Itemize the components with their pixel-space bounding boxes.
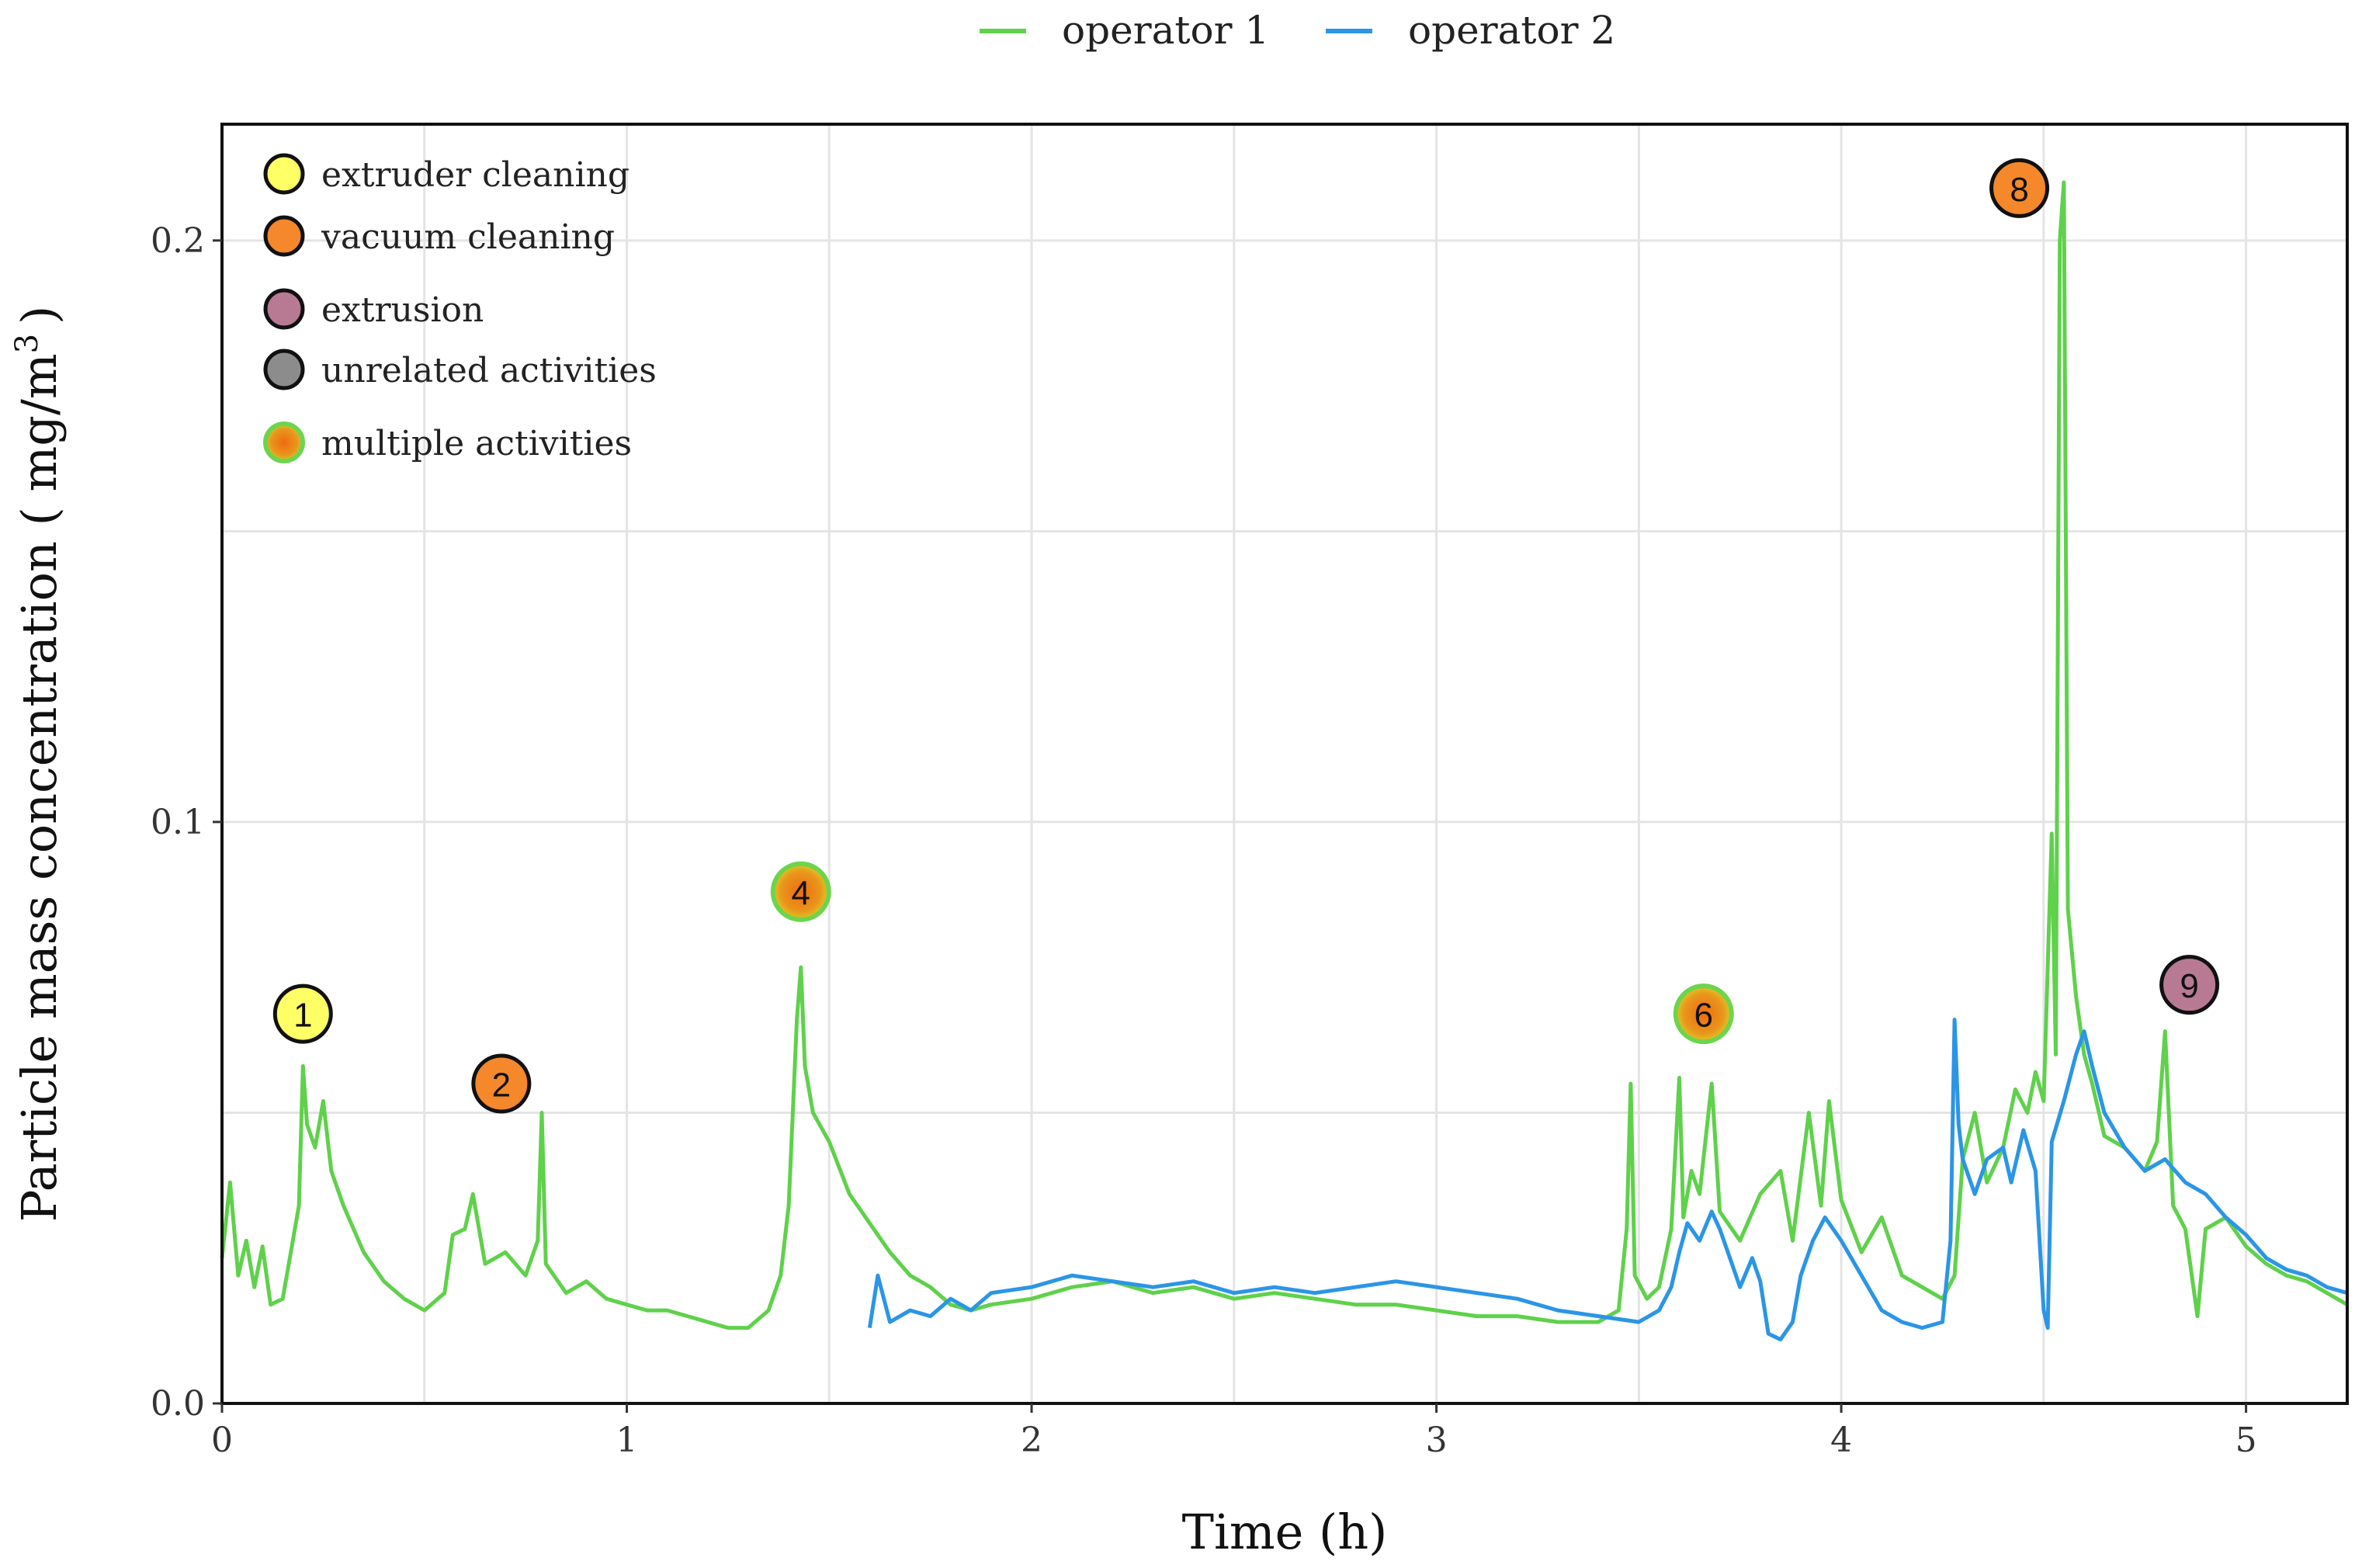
y-tick-label: 0.2 [151,221,205,261]
x-tick-label: 5 [2235,1421,2257,1460]
key-label-vacuum: vacuum cleaning [321,217,615,257]
series-line-operator-1 [220,180,2349,1330]
y-axis-ticks: 0.0 0.1 0.2 [151,221,222,1424]
series-line-operator-2 [867,1018,2348,1342]
y-axis-title: Particle mass concentration ( mg/m3) [9,306,68,1223]
plot-panel [222,124,2347,1403]
annotation-label-9: 9 [2180,967,2198,1005]
x-tick-label: 3 [1426,1421,1448,1460]
annotation-marker-8 [1989,158,2050,218]
annotation-marker-6 [1673,983,1734,1045]
key-marker-multiple [263,421,305,463]
y-tick-label: 0.0 [151,1384,205,1424]
series-layer [220,180,2349,1342]
key-marker-vacuum [263,215,305,257]
x-tick-label: 0 [211,1421,233,1460]
y-axis-title-superscript: 3 [9,334,45,353]
annotation-label-1: 1 [293,997,312,1035]
x-tick-label: 4 [1830,1421,1852,1460]
annotation-marker-1 [272,983,333,1044]
key-label-extrusion: extrusion [321,290,484,330]
annotation-marker-2 [471,1053,532,1114]
y-axis-title-end: ) [11,306,68,324]
annotations: 1 2 4 6 8 9 [272,158,2220,1114]
x-axis-title: Time (h) [1182,1504,1388,1560]
annotation-label-4: 4 [792,874,810,912]
y-axis-title-main: Particle mass concentration ( mg/m [11,353,68,1222]
annotation-marker-9 [2159,955,2220,1015]
key-marker-extruder [263,153,305,195]
annotation-label-8: 8 [2010,171,2028,209]
activity-key: extruder cleaning vacuum cleaning extrusio… [263,153,657,463]
legend-label-operator-2: operator 2 [1408,8,1615,53]
key-marker-unrelated [263,349,305,390]
key-label-extruder: extruder cleaning [321,155,630,195]
key-marker-extrusion [263,288,305,330]
x-axis-ticks: 0 1 2 3 4 5 [211,1403,2257,1460]
x-tick-label: 1 [616,1421,638,1460]
legend-label-operator-1: operator 1 [1062,8,1269,53]
legend: operator 1 operator 2 [980,8,1615,53]
x-tick-label: 2 [1021,1421,1042,1460]
annotation-label-6: 6 [1694,997,1713,1035]
plot-border [220,123,2349,1405]
annotation-marker-4 [770,861,831,922]
annotation-label-2: 2 [492,1067,511,1105]
key-label-multiple: multiple activities [321,424,632,463]
key-label-unrelated: unrelated activities [321,351,657,390]
y-tick-label: 0.1 [151,803,205,842]
